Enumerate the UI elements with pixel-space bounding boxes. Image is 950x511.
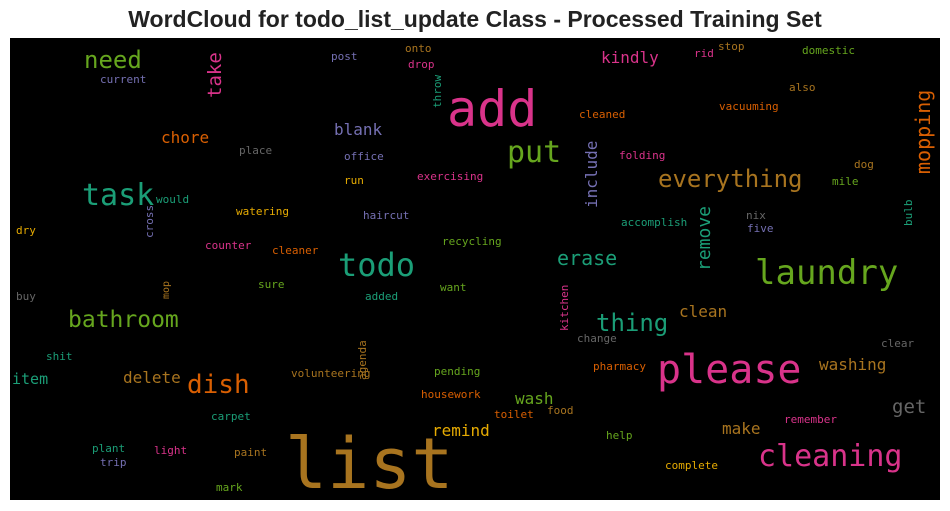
word: blank [334, 120, 383, 139]
chart-title: WordCloud for todo_list_update Class - P… [128, 6, 822, 32]
word: task [82, 178, 155, 213]
word: add [447, 80, 538, 138]
word: buy [16, 290, 36, 303]
word: sure [258, 278, 285, 291]
wordcloud-canvas: list add please todo laundry task cleani… [10, 38, 940, 500]
word: put [507, 135, 562, 170]
word: get [892, 396, 927, 418]
word: help [606, 429, 633, 442]
word: bathroom [68, 307, 179, 333]
word: throw [431, 74, 444, 108]
word: take [204, 52, 226, 98]
word: vacuuming [719, 100, 779, 113]
word: also [789, 81, 816, 94]
word: cleaned [579, 108, 626, 121]
word: housework [421, 388, 481, 401]
word: added [365, 290, 399, 303]
word: drop [408, 58, 435, 71]
word: list [285, 423, 454, 500]
word: make [722, 419, 761, 438]
word: watering [236, 205, 289, 218]
word: exercising [417, 170, 484, 183]
word: please [657, 347, 802, 393]
word: need [84, 46, 142, 74]
word: pending [434, 365, 481, 378]
word: haircut [363, 209, 410, 222]
word: shit [46, 350, 73, 363]
word: trip [100, 456, 127, 469]
word: post [331, 50, 358, 63]
word: delete [123, 368, 181, 387]
word: clear [881, 337, 915, 350]
word: thing [596, 309, 669, 337]
word: remove [694, 205, 715, 271]
word: everything [658, 165, 803, 193]
word: five [747, 222, 774, 235]
word: cleaner [272, 244, 319, 257]
word: paint [234, 446, 268, 459]
word: toilet [494, 408, 534, 421]
word: folding [619, 149, 666, 162]
word: domestic [802, 44, 855, 57]
word: bulb [902, 199, 915, 227]
word: accomplish [621, 216, 688, 229]
word: counter [205, 239, 252, 252]
word: laundry [755, 253, 899, 293]
word: todo [338, 246, 416, 284]
word: recycling [442, 235, 502, 248]
word: remember [784, 413, 837, 426]
word: stop [718, 40, 745, 53]
word: current [100, 73, 147, 86]
word: food [547, 404, 574, 417]
word: mile [832, 175, 859, 188]
word: want [440, 281, 467, 294]
word: dry [16, 224, 36, 237]
word: wash [515, 389, 554, 408]
word: place [239, 144, 273, 157]
word: remind [432, 421, 490, 440]
word: washing [819, 355, 887, 374]
word: nix [746, 209, 766, 222]
word: chore [161, 128, 210, 147]
word: rid [694, 47, 714, 60]
word: pharmacy [593, 360, 646, 373]
word: erase [557, 246, 618, 270]
word: volunteering [291, 367, 371, 380]
word: dog [854, 158, 874, 171]
word: light [154, 444, 188, 457]
word: cleaning [758, 439, 903, 474]
word: onto [405, 42, 432, 55]
word: mopping [911, 89, 935, 174]
word: carpet [211, 410, 251, 423]
word: kitchen [558, 284, 571, 331]
word: kindly [601, 48, 659, 67]
word: cross [143, 204, 156, 238]
word: include [582, 140, 601, 208]
word: item [12, 370, 49, 388]
word: would [156, 193, 190, 206]
word: change [577, 332, 617, 345]
word: office [344, 150, 384, 163]
word: mark [216, 481, 243, 494]
word: clean [679, 302, 728, 321]
word: complete [665, 459, 718, 472]
word: plant [92, 442, 126, 455]
word: dish [187, 370, 250, 400]
word: run [344, 174, 364, 187]
word: mop [161, 280, 172, 299]
